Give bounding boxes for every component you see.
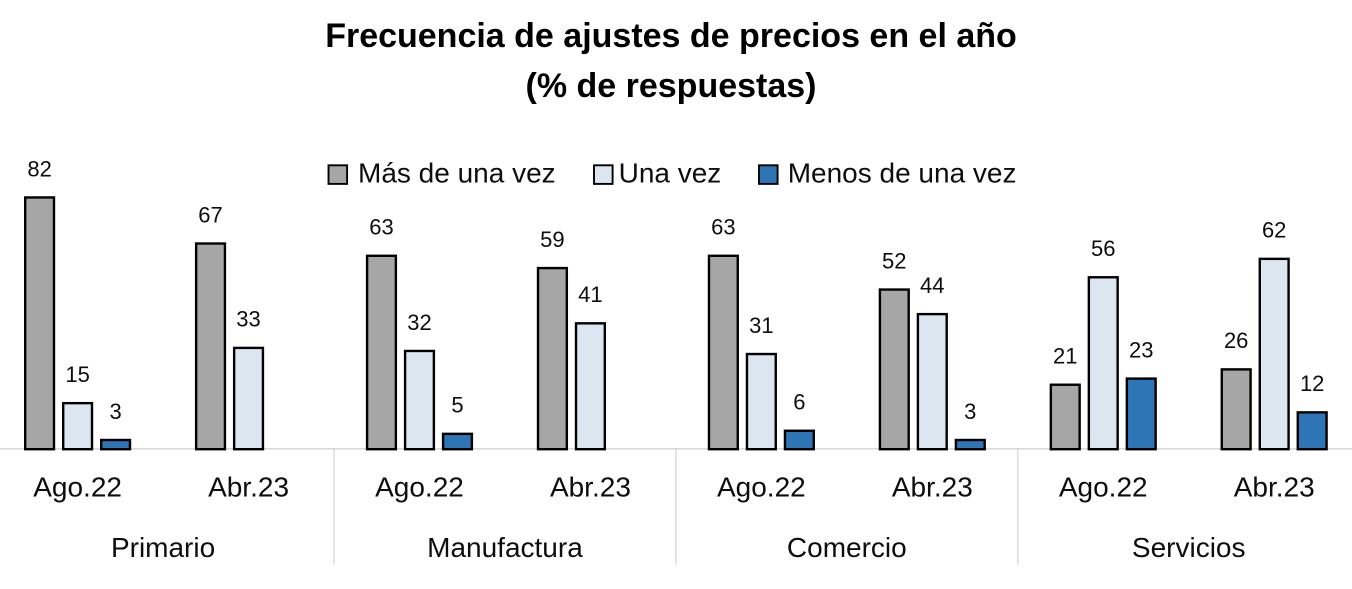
svg-text:Abr.23: Abr.23	[1234, 472, 1315, 503]
svg-text:44: 44	[920, 273, 944, 298]
svg-text:Abr.23: Abr.23	[208, 472, 289, 503]
svg-text:Servicios: Servicios	[1132, 532, 1246, 563]
svg-text:Comercio: Comercio	[787, 532, 907, 563]
svg-text:41: 41	[578, 282, 602, 307]
svg-text:52: 52	[882, 248, 906, 273]
svg-text:3: 3	[964, 399, 976, 424]
svg-text:63: 63	[711, 215, 735, 240]
svg-text:15: 15	[65, 362, 89, 387]
svg-text:6: 6	[793, 390, 805, 415]
svg-text:Manufactura: Manufactura	[427, 532, 583, 563]
svg-text:(% de respuestas): (% de respuestas)	[526, 67, 817, 105]
svg-text:Una vez: Una vez	[619, 158, 722, 189]
svg-text:26: 26	[1224, 328, 1248, 353]
svg-text:Frecuencia de ajustes de preci: Frecuencia de ajustes de precios en el a…	[325, 17, 1017, 55]
svg-text:62: 62	[1262, 218, 1286, 243]
svg-text:63: 63	[369, 215, 393, 240]
svg-text:82: 82	[27, 156, 51, 181]
svg-text:Ago.22: Ago.22	[1059, 472, 1148, 503]
svg-text:Ago.22: Ago.22	[717, 472, 806, 503]
svg-text:Abr.23: Abr.23	[892, 472, 973, 503]
svg-text:Menos de una vez: Menos de una vez	[788, 158, 1017, 189]
svg-text:Primario: Primario	[111, 532, 215, 563]
svg-text:Ago.22: Ago.22	[375, 472, 464, 503]
svg-text:5: 5	[451, 393, 463, 418]
svg-text:Más de una vez: Más de una vez	[358, 158, 556, 189]
svg-text:33: 33	[236, 307, 260, 332]
svg-text:3: 3	[109, 399, 121, 424]
svg-text:Abr.23: Abr.23	[550, 472, 631, 503]
svg-text:32: 32	[407, 310, 431, 335]
svg-text:59: 59	[540, 227, 564, 252]
svg-text:21: 21	[1053, 344, 1077, 369]
svg-text:23: 23	[1129, 337, 1153, 362]
svg-text:31: 31	[749, 313, 773, 338]
svg-text:67: 67	[198, 202, 222, 227]
svg-text:12: 12	[1300, 371, 1324, 396]
svg-text:56: 56	[1091, 236, 1115, 261]
svg-text:Ago.22: Ago.22	[33, 472, 122, 503]
